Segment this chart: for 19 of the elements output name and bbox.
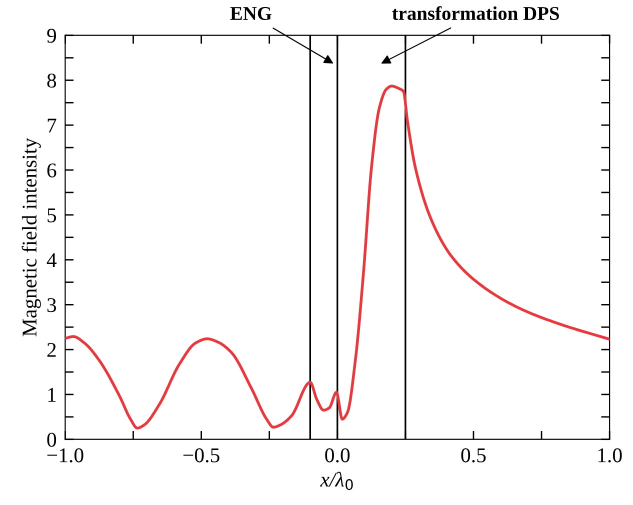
x-tick-label: −1.0 (47, 448, 84, 462)
y-tick-label: 2 (47, 343, 56, 357)
y-tick-label: 4 (46, 253, 57, 268)
y-tick-label: 7 (48, 118, 56, 132)
x-tick-label: 0.0 (325, 448, 350, 462)
y-tick-label: 3 (47, 298, 56, 312)
y-tick-label: 8 (47, 74, 56, 88)
text: transformation DPS (392, 6, 559, 20)
x-tick-label: 1.0 (598, 448, 622, 462)
x-tick-label: 0.5 (461, 448, 486, 462)
y-tick-label: 0 (47, 432, 56, 447)
text: ENG (230, 6, 272, 20)
y-tick-label: 6 (47, 163, 56, 178)
x-axis-title: x/λ$_{0}$ (320, 472, 353, 490)
y-tick-label: 9 (47, 28, 56, 43)
y-axis-title: Magnetic field intensity (22, 138, 41, 336)
y-tick-label: 5 (48, 208, 56, 222)
x-tick-label: −0.5 (183, 448, 220, 462)
y-tick-label: 1 (48, 388, 56, 402)
